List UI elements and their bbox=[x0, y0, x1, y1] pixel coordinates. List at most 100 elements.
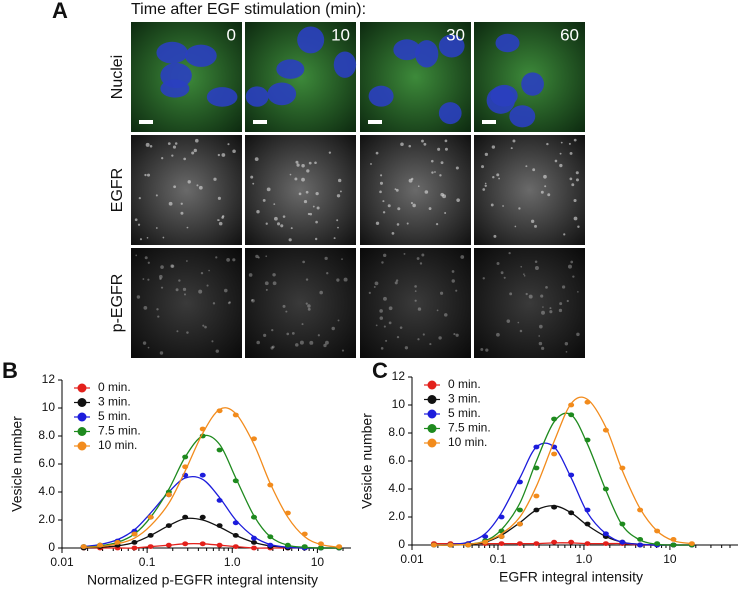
micrograph bbox=[131, 135, 242, 245]
speckle bbox=[331, 326, 335, 331]
data-point bbox=[267, 534, 274, 540]
speckle bbox=[341, 258, 343, 261]
speckle bbox=[182, 287, 187, 292]
data-point bbox=[584, 541, 591, 546]
data-point bbox=[216, 542, 223, 548]
speckle bbox=[440, 291, 444, 295]
data-point bbox=[216, 447, 223, 453]
speckle bbox=[422, 333, 425, 336]
data-point bbox=[131, 540, 138, 545]
speckle bbox=[451, 279, 455, 283]
legend-label: 3 min. bbox=[98, 395, 131, 409]
data-point bbox=[182, 541, 189, 547]
nucleus bbox=[160, 79, 190, 98]
speckle bbox=[221, 216, 224, 219]
speckle bbox=[460, 255, 465, 259]
data-point bbox=[568, 472, 575, 478]
speckle bbox=[158, 274, 163, 279]
speckle bbox=[375, 221, 380, 225]
panel-label: C bbox=[372, 358, 388, 383]
speckle bbox=[157, 315, 160, 318]
speckle bbox=[496, 332, 500, 337]
speckle bbox=[226, 257, 231, 262]
speckle bbox=[545, 285, 548, 289]
speckle bbox=[176, 330, 179, 333]
speckle bbox=[251, 298, 255, 303]
data-point bbox=[284, 542, 291, 548]
data-point bbox=[114, 540, 121, 545]
speckle bbox=[397, 207, 401, 211]
speckle bbox=[186, 331, 189, 334]
micrograph bbox=[245, 248, 356, 358]
data-point bbox=[498, 534, 505, 539]
speckle bbox=[444, 139, 448, 143]
row-label: Nuclei bbox=[109, 55, 126, 99]
speckle bbox=[530, 219, 535, 224]
speckle bbox=[396, 335, 400, 339]
data-point bbox=[250, 545, 257, 551]
panel-a-title: Time after EGF stimulation (min): bbox=[131, 1, 366, 18]
speckle bbox=[417, 338, 420, 341]
data-point bbox=[131, 545, 138, 551]
speckle bbox=[482, 277, 485, 280]
speckle bbox=[518, 207, 521, 210]
speckle bbox=[382, 211, 386, 214]
speckle bbox=[525, 165, 528, 168]
speckle bbox=[262, 198, 266, 202]
speckle bbox=[256, 340, 260, 345]
data-point bbox=[216, 523, 223, 528]
speckle bbox=[180, 202, 183, 205]
data-point bbox=[516, 521, 523, 527]
speckle bbox=[540, 190, 544, 194]
data-point bbox=[602, 541, 609, 546]
x-tick-label: 1.0 bbox=[224, 555, 241, 569]
data-point bbox=[654, 528, 661, 534]
speckle bbox=[565, 350, 568, 353]
data-point bbox=[498, 541, 505, 546]
speckle bbox=[315, 220, 318, 224]
speckle bbox=[508, 251, 511, 255]
data-point bbox=[602, 531, 609, 537]
micrograph bbox=[474, 248, 585, 358]
speckle bbox=[186, 226, 189, 229]
speckle bbox=[256, 210, 260, 214]
speckle bbox=[170, 264, 174, 268]
speckle bbox=[328, 151, 332, 154]
speckle bbox=[451, 270, 455, 273]
speckle bbox=[142, 278, 145, 280]
speckle bbox=[305, 302, 308, 305]
speckle bbox=[143, 306, 148, 310]
fit-curve bbox=[83, 476, 340, 549]
y-tick-label: 0 bbox=[48, 540, 55, 554]
speckle bbox=[436, 309, 439, 312]
speckle bbox=[408, 144, 412, 148]
speckle bbox=[155, 227, 158, 229]
speckle bbox=[266, 187, 271, 192]
speckle bbox=[273, 203, 276, 206]
legend-label: 0 min. bbox=[448, 377, 481, 391]
speckle bbox=[506, 319, 511, 323]
speckle bbox=[319, 290, 323, 295]
y-axis-title: Vesicle number bbox=[359, 413, 375, 509]
speckle bbox=[438, 336, 442, 340]
speckle bbox=[144, 256, 148, 260]
data-point bbox=[216, 498, 223, 503]
speckle bbox=[576, 332, 580, 337]
nucleus bbox=[276, 59, 305, 79]
data-point bbox=[284, 510, 291, 516]
row-label: EGFR bbox=[109, 168, 126, 212]
speckle bbox=[573, 138, 577, 142]
speckle bbox=[217, 196, 221, 200]
speckle bbox=[296, 163, 300, 167]
speckle bbox=[174, 142, 178, 145]
speckle bbox=[534, 266, 539, 271]
data-point bbox=[619, 521, 626, 527]
speckle bbox=[301, 164, 305, 168]
speckle bbox=[309, 340, 314, 345]
speckle bbox=[480, 347, 484, 351]
legend-label: 3 min. bbox=[448, 392, 481, 406]
speckle bbox=[391, 231, 395, 235]
speckle bbox=[221, 153, 226, 157]
legend-marker bbox=[77, 398, 87, 407]
